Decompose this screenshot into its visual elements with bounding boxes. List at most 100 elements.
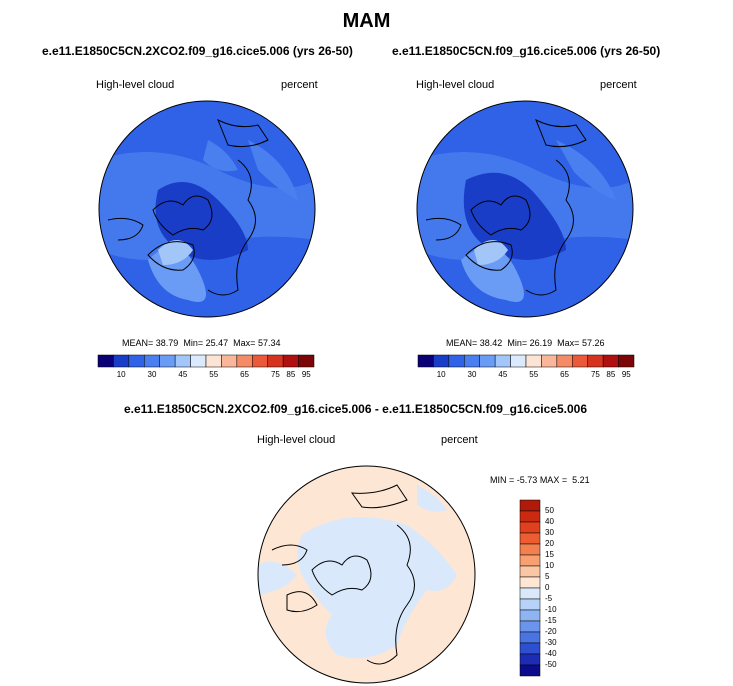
panel1-mean-label: MEAN= <box>122 338 154 348</box>
panel1-colorbar-swatch <box>252 354 268 368</box>
panel2-max-label: Max= <box>557 338 580 348</box>
panel1-colorbar-swatch <box>144 354 160 368</box>
panel2-colorbar <box>417 354 635 368</box>
diff-colorbar-tick: -5 <box>545 594 553 603</box>
panel1-colorbar-swatch <box>267 354 284 368</box>
panel2-colorbar-swatch <box>525 354 542 368</box>
diff-variable-label: High-level cloud <box>257 434 336 446</box>
diff-max-value: 5.21 <box>572 475 590 485</box>
panel2-colorbar-tick: 85 <box>606 370 616 379</box>
diff-colorbar-tick: -10 <box>545 605 557 614</box>
panel2-colorbar-swatch <box>479 354 496 368</box>
diff-colorbar-swatch <box>519 521 541 534</box>
diff-minmax: MIN = -5.73 MAX = 5.21 <box>490 475 590 485</box>
panel2-colorbar-swatch <box>464 354 480 368</box>
diff-colorbar-swatch <box>519 499 541 512</box>
diff-colorbar-tick: -20 <box>545 627 557 636</box>
panel2-colorbar-tick: 45 <box>498 370 508 379</box>
diff-colorbar-tick: -30 <box>545 638 557 647</box>
panel1-case-title: e.e11.E1850C5CN.2XCO2.f09_g16.cice5.006 … <box>42 44 353 58</box>
panel1-variable-label: High-level cloud <box>96 79 175 91</box>
diff-colorbar-swatch <box>519 620 541 633</box>
panel1-colorbar-ticks: 10 30 45 55 65 75 85 95 <box>98 370 314 382</box>
panel1-stats: MEAN= 38.79 Min= 25.47 Max= 57.34 <box>122 338 280 348</box>
panel1-colorbar-tick: 85 <box>286 370 296 379</box>
panel1-min-label: Min= <box>183 338 204 348</box>
diff-colorbar-swatch <box>519 543 541 556</box>
panel2-min-label: Min= <box>507 338 528 348</box>
panel2-mean-value: 38.42 <box>479 338 503 348</box>
panel2-colorbar-swatch <box>602 354 619 368</box>
panel2-case-title: e.e11.E1850C5CN.f09_g16.cice5.006 (yrs 2… <box>392 44 661 58</box>
panel2-variable-label: High-level cloud <box>416 79 495 91</box>
diff-colorbar-swatch <box>519 565 541 578</box>
diff-colorbar-ticks: 50 40 30 20 15 10 5 0 -5 -10 -15 -20 -30 -40 -50 <box>545 500 575 676</box>
panel1-units-label: percent <box>281 79 318 91</box>
diff-colorbar-tick: 15 <box>545 550 554 559</box>
figure-title: MAM <box>342 10 391 32</box>
panel1-colorbar <box>97 354 315 368</box>
panel2-colorbar-swatch <box>541 354 558 368</box>
panel2-colorbar-swatch <box>587 354 604 368</box>
panel2-colorbar-tick: 95 <box>621 370 631 379</box>
panel2-mean-label: MEAN= <box>446 338 478 348</box>
panel2-max-value: 57.26 <box>581 338 605 348</box>
panel2-colorbar-swatch <box>572 354 588 368</box>
panel2-colorbar-swatch <box>618 354 635 368</box>
panel2-colorbar-ticks: 10 30 45 55 65 75 85 95 <box>418 370 634 382</box>
diff-colorbar-swatch <box>519 631 541 644</box>
panel1-colorbar-swatch <box>221 354 238 368</box>
diff-colorbar-swatch <box>519 587 541 600</box>
panel2-colorbar-swatch <box>433 354 450 368</box>
panel2-colorbar-tick: 75 <box>590 370 600 379</box>
panel2-colorbar-swatch <box>448 354 465 368</box>
panel1-polar-map <box>98 100 316 318</box>
panel2-colorbar-tick: 65 <box>560 370 570 379</box>
diff-colorbar-tick: 30 <box>545 528 554 537</box>
panel1-min-value: 25.47 <box>205 338 229 348</box>
diff-colorbar-swatch <box>519 532 541 545</box>
panel1-colorbar-tick: 30 <box>147 370 157 379</box>
diff-colorbar-swatch <box>519 510 541 523</box>
diff-max-label: MAX = <box>539 475 568 485</box>
panel1-mean-value: 38.79 <box>155 338 179 348</box>
panel2-colorbar-swatch <box>494 354 511 368</box>
panel2-stats: MEAN= 38.42 Min= 26.19 Max= 57.26 <box>446 338 604 348</box>
panel1-colorbar-swatch <box>113 354 130 368</box>
diff-colorbar-swatch <box>519 576 541 589</box>
panel1-colorbar-swatch <box>159 354 176 368</box>
diff-title: e.e11.E1850C5CN.2XCO2.f09_g16.cice5.006 … <box>124 402 587 416</box>
panel1-colorbar-tick: 55 <box>209 370 219 379</box>
panel1-colorbar-swatch <box>174 354 191 368</box>
panel1-colorbar-swatch <box>298 354 315 368</box>
diff-colorbar-tick: 0 <box>545 583 550 592</box>
panel2-colorbar-tick: 55 <box>529 370 539 379</box>
panel1-colorbar-swatch <box>190 354 207 368</box>
diff-colorbar-tick: 40 <box>545 517 554 526</box>
panel1-colorbar-swatch <box>236 354 253 368</box>
diff-units-label: percent <box>441 434 478 446</box>
diff-colorbar-tick: 5 <box>545 572 550 581</box>
diff-colorbar <box>519 499 541 677</box>
diff-colorbar-swatch <box>519 554 541 567</box>
panel2-colorbar-swatch <box>510 354 527 368</box>
panel2-units-label: percent <box>600 79 637 91</box>
panel1-colorbar-tick: 10 <box>116 370 126 379</box>
panel1-colorbar-swatch <box>205 354 222 368</box>
diff-colorbar-swatch <box>519 609 541 622</box>
panel2-colorbar-swatch <box>556 354 573 368</box>
panel1-max-label: Max= <box>233 338 256 348</box>
diff-colorbar-tick: 50 <box>545 506 554 515</box>
diff-colorbar-tick: -40 <box>545 649 557 658</box>
diff-polar-map <box>257 465 476 684</box>
panel1-max-value: 57.34 <box>257 338 281 348</box>
diff-colorbar-tick: 10 <box>545 561 554 570</box>
diff-colorbar-swatch <box>519 642 541 655</box>
diff-colorbar-tick: -15 <box>545 616 557 625</box>
diff-min-label: MIN = <box>490 475 515 485</box>
panel1-colorbar-swatch <box>282 354 299 368</box>
panel2-min-value: 26.19 <box>529 338 553 348</box>
panel1-colorbar-tick: 45 <box>178 370 188 379</box>
diff-colorbar-swatch <box>519 653 541 666</box>
panel2-polar-map <box>416 100 634 318</box>
